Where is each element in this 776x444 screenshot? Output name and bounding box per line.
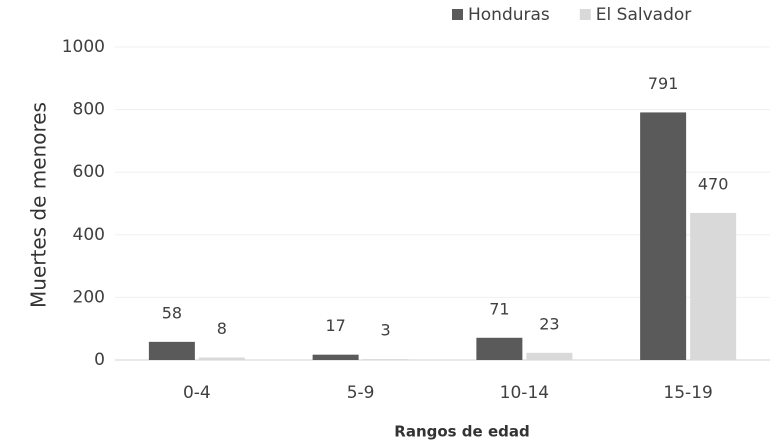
data-label: 23 xyxy=(539,314,559,333)
x-tick-label: 0-4 xyxy=(183,383,211,403)
bar xyxy=(526,352,573,360)
bar xyxy=(198,357,245,360)
bar xyxy=(148,341,195,360)
y-tick-label: 600 xyxy=(73,162,105,182)
data-label: 3 xyxy=(381,321,391,340)
bar xyxy=(640,112,687,361)
y-tick-label: 1000 xyxy=(62,37,105,57)
y-tick-label: 200 xyxy=(73,287,105,307)
data-label: 8 xyxy=(217,319,227,338)
legend-swatch xyxy=(452,9,463,20)
x-axis-title: Rangos de edad xyxy=(394,423,529,441)
data-label: 71 xyxy=(489,299,509,318)
data-label: 791 xyxy=(648,74,679,93)
legend-swatch xyxy=(579,9,591,20)
x-tick-label: 15-19 xyxy=(663,383,712,403)
y-tick-label: 800 xyxy=(73,100,105,120)
data-label: 58 xyxy=(162,303,182,322)
data-label: 470 xyxy=(698,174,729,193)
data-label: 17 xyxy=(325,316,345,335)
bar xyxy=(312,354,359,360)
x-tick-label: 5-9 xyxy=(347,383,375,403)
y-axis-title: Muertes de menores xyxy=(27,102,51,308)
bar xyxy=(362,359,409,360)
y-tick-label: 400 xyxy=(73,225,105,245)
x-tick-label: 10-14 xyxy=(500,383,549,403)
bar xyxy=(690,212,737,360)
y-tick-label: 0 xyxy=(94,350,105,370)
legend-label: El Salvador xyxy=(596,5,691,25)
bar xyxy=(476,337,523,360)
legend-label: Honduras xyxy=(468,5,550,25)
